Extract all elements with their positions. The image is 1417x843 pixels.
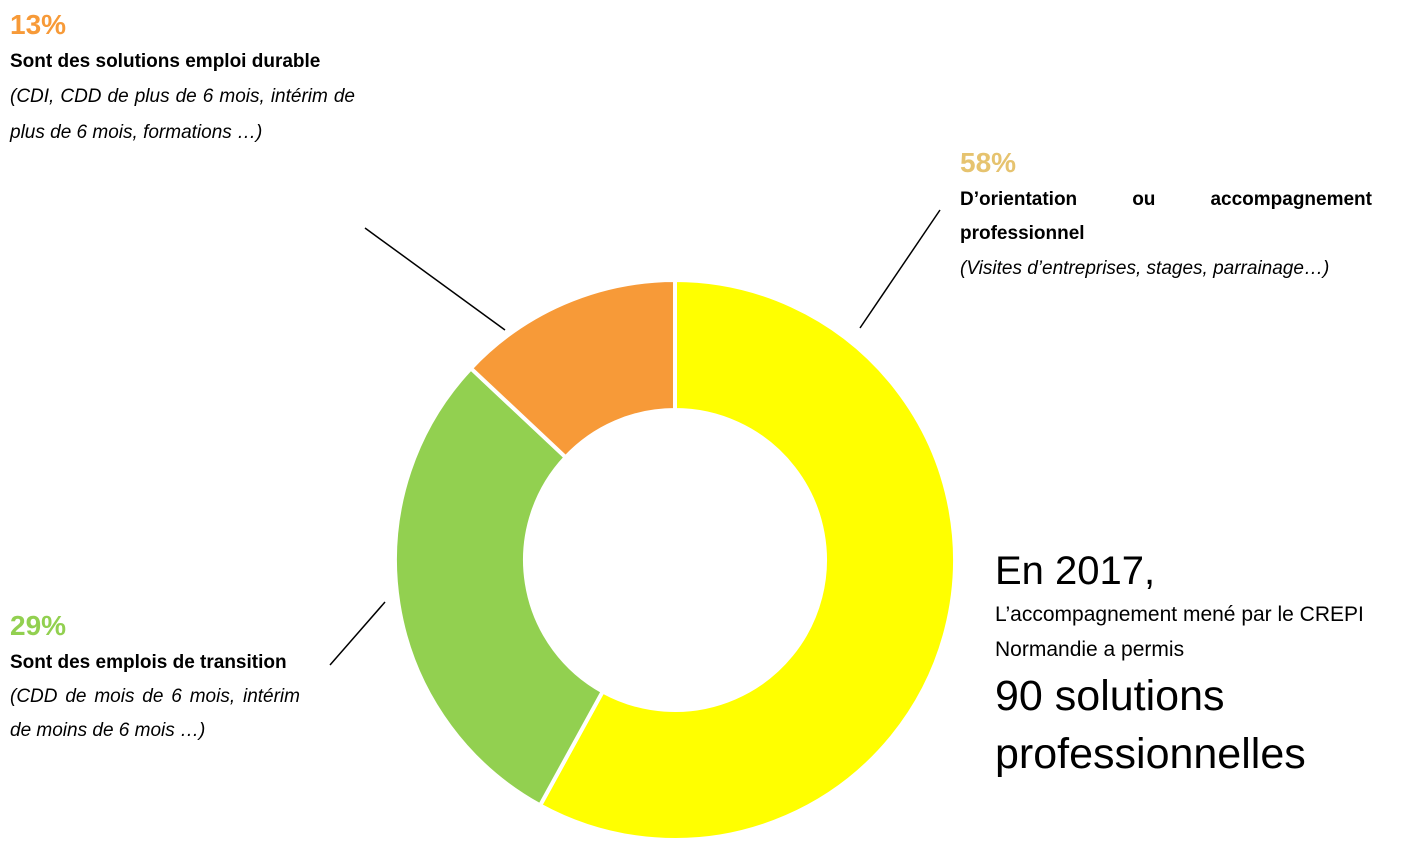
value-label: 13% [10,9,67,40]
category-label: Sont des emplois de transition [10,652,287,673]
label-green: 29% Sont des emplois de transition (CDD … [10,606,300,748]
label-orange: 13% Sont des solutions emploi durable (C… [10,5,355,151]
annotation: En 2017, [995,549,1156,593]
label-yellow: 58% D’orientation ou accompagnement prof… [960,143,1372,287]
description: (Visites d’entreprises, stages, parraina… [960,258,1330,279]
category-label: Sont des solutions emploi durable [10,51,321,72]
description: (CDD de mois de 6 mois, intérim de moins… [10,686,300,741]
category-label: D’orientation ou accompagnement professi… [960,189,1372,244]
value-label: 29% [10,610,67,641]
leader-line [329,601,386,666]
donut-slice [537,277,957,842]
donut-slice [393,365,606,809]
value-label: 58% [960,147,1017,178]
summary: En 2017, L’accompagnement mené par le CR… [995,545,1405,783]
annotation: L’accompagnement mené par le CREPI Norma… [995,603,1364,661]
annotation: 90 solutions professionnelles [995,672,1306,778]
donut-slice [468,277,677,461]
leader-line [364,227,506,331]
description: (CDI, CDD de plus de 6 mois, intérim de … [10,86,355,143]
leader-line [859,209,941,329]
